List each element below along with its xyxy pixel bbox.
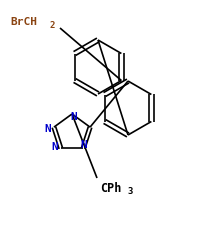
Text: N: N [51, 142, 58, 152]
Text: N: N [81, 140, 88, 150]
Text: BrCH: BrCH [10, 17, 37, 27]
Text: 3: 3 [127, 188, 132, 197]
Text: 2: 2 [49, 22, 54, 30]
Text: CPh: CPh [100, 182, 121, 195]
Text: N: N [45, 124, 51, 134]
Text: N: N [71, 112, 77, 122]
